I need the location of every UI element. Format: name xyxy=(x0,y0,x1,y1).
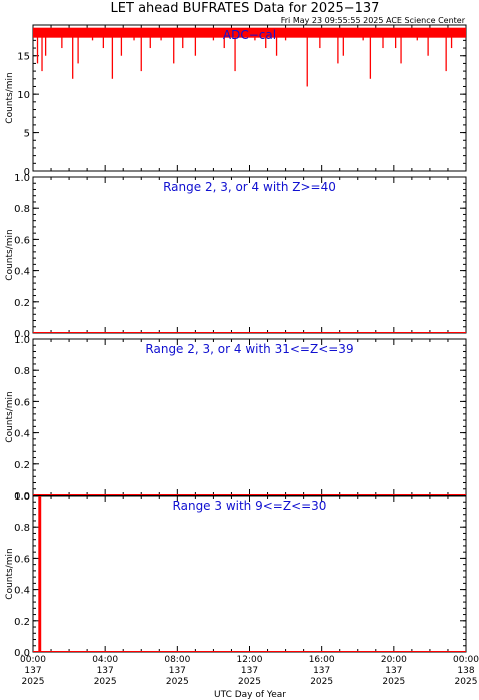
baseline-band xyxy=(33,27,466,38)
y-tick-label: 0.6 xyxy=(14,554,30,565)
y-tick-label: 0.0 xyxy=(14,491,30,502)
y-axis-label: Counts/min xyxy=(5,391,15,442)
y-tick-label: 0.4 xyxy=(14,586,30,597)
x-tick-time: 20:00 xyxy=(381,655,407,665)
x-tick-doy: 137 xyxy=(313,666,330,676)
x-tick-time: 00:00 xyxy=(453,655,479,665)
y-tick-label: 0.2 xyxy=(14,460,30,471)
y-tick-label: 1.0 xyxy=(14,335,30,346)
y-tick-label: 0.4 xyxy=(14,267,30,278)
x-tick-doy: 137 xyxy=(97,666,114,676)
y-tick-label: 0.6 xyxy=(14,397,30,408)
x-tick-year: 2025 xyxy=(455,677,478,687)
x-tick-doy: 137 xyxy=(241,666,258,676)
panel-4: 0.0 0.2 0.4 0.6 0.8 1.0 Counts/min Range 3 with… xyxy=(5,492,467,659)
y-tick-label: 0.2 xyxy=(14,617,30,628)
x-tick-doy: 137 xyxy=(24,666,41,676)
chart-panels: 051015Counts/minADC−cal0.00.20.40.60.81.… xyxy=(5,24,467,659)
y-tick-label: 0.8 xyxy=(14,204,30,215)
timestamp-label: Fri May 23 09:55:55 2025 ACE Science Cen… xyxy=(281,16,466,25)
x-tick-time: 00:00 xyxy=(20,655,46,665)
y-tick-label: 0.0 xyxy=(14,329,30,340)
x-tick-doy: 137 xyxy=(169,666,186,676)
chart-title: LET ahead BUFRATES Data for 2025−137 xyxy=(111,1,380,16)
x-tick-time: 16:00 xyxy=(309,655,335,665)
x-tick-year: 2025 xyxy=(310,677,333,687)
y-tick-label: 15 xyxy=(17,52,30,63)
y-tick-label: 0.0 xyxy=(14,648,30,659)
x-tick-time: 04:00 xyxy=(92,655,118,665)
x-tick-time: 08:00 xyxy=(164,655,190,665)
series-line xyxy=(33,496,466,652)
y-tick-label: 10 xyxy=(17,90,30,101)
x-tick-year: 2025 xyxy=(166,677,189,687)
y-tick-label: 0 xyxy=(24,167,30,178)
series-1 xyxy=(33,27,466,87)
x-tick-year: 2025 xyxy=(238,677,261,687)
panel-title: ADC−cal xyxy=(223,28,276,42)
y-tick-label: 0.8 xyxy=(14,523,30,534)
x-tick-time: 12:00 xyxy=(237,655,263,665)
x-axis-label: UTC Day of Year xyxy=(214,690,286,700)
panel-frame xyxy=(32,338,467,496)
x-axis: 00:00137202504:00137202508:00137202512:0… xyxy=(20,655,479,687)
y-tick-label: 1.0 xyxy=(14,492,30,503)
x-tick-doy: 137 xyxy=(385,666,402,676)
y-tick-label: 1.0 xyxy=(14,173,30,184)
y-tick-label: 0.8 xyxy=(14,366,30,377)
x-tick-year: 2025 xyxy=(22,677,45,687)
y-axis-label: Counts/min xyxy=(5,72,15,123)
panel-2: 0.0 0.2 0.4 0.6 0.8 1.0 Counts/min Range 2, 3, … xyxy=(5,173,467,340)
y-tick-label: 5 xyxy=(24,129,30,140)
x-tick-year: 2025 xyxy=(94,677,117,687)
y-tick-label: 0.6 xyxy=(14,235,30,246)
panel-frame xyxy=(32,495,467,653)
panel-title: Range 3 with 9<=Z<=30 xyxy=(173,499,327,513)
panel-frame xyxy=(32,176,467,334)
x-tick-doy: 138 xyxy=(457,666,474,676)
y-axis-label: Counts/min xyxy=(5,548,15,599)
panel-title: Range 2, 3, or 4 with Z>=40 xyxy=(163,180,336,194)
y-tick-label: 0.4 xyxy=(14,429,30,440)
y-axis-label: Counts/min xyxy=(5,229,15,280)
x-tick-year: 2025 xyxy=(382,677,405,687)
series-4 xyxy=(33,496,466,652)
panel-title: Range 2, 3, or 4 with 31<=Z<=39 xyxy=(145,342,353,356)
y-tick-label: 0.2 xyxy=(14,298,30,309)
panel-3: 0.0 0.2 0.4 0.6 0.8 1.0 Counts/min Range 2, 3, … xyxy=(5,335,467,502)
